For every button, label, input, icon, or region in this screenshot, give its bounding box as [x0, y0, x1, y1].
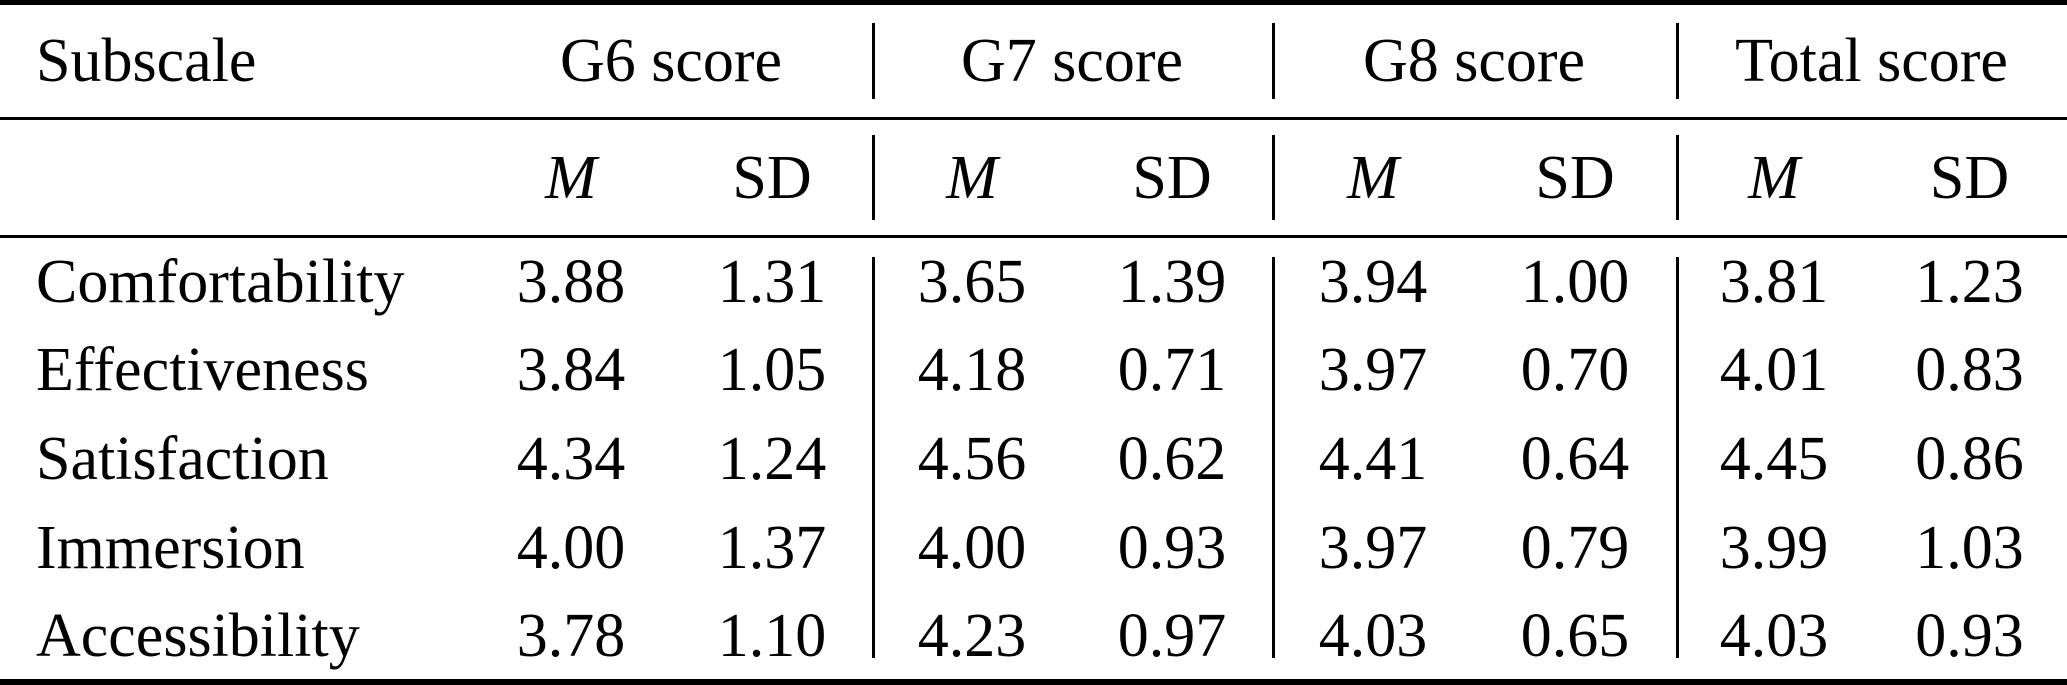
row-label: Comfortability [36, 247, 405, 316]
cell: 1.31 [717, 247, 827, 316]
cell: 0.65 [1520, 601, 1630, 670]
sd-header-g7: SD [1072, 118, 1272, 238]
row-label: Accessibility [36, 601, 360, 670]
column-group-g6-score: G6 score [470, 2, 872, 120]
cell: 3.94 [1272, 236, 1474, 326]
cell: 3.84 [516, 336, 626, 405]
sd-header-g8: SD [1474, 118, 1676, 238]
cell: 4.41 [1272, 414, 1474, 504]
cell: 4.00 [516, 514, 626, 583]
subheader-empty-cell [0, 118, 470, 238]
cell: 1.03 [1915, 514, 2024, 583]
m-header-g6: M [470, 118, 672, 238]
column-header-subscale: Subscale [0, 2, 470, 120]
cell: 4.03 [1272, 592, 1474, 682]
table-row-satisfaction: Satisfaction 4.34 1.24 4.56 0.62 4.41 0.… [0, 414, 2067, 504]
cell: 0.93 [1915, 601, 2024, 670]
cell: 0.83 [1915, 336, 2024, 405]
cell: 3.65 [872, 236, 1072, 326]
subheader-row: M SD M SD M SD M SD [0, 118, 2067, 238]
cell: 4.23 [872, 592, 1072, 682]
column-group-g8-score: G8 score [1272, 2, 1676, 120]
cell: 4.34 [516, 425, 626, 494]
cell: 3.88 [516, 247, 626, 316]
sd-header-g6: SD [672, 118, 872, 238]
cell: 4.00 [872, 503, 1072, 593]
cell: 3.78 [516, 601, 626, 670]
cell: 1.05 [717, 336, 827, 405]
cell: 0.70 [1520, 336, 1630, 405]
table-row-effectiveness: Effectiveness 3.84 1.05 4.18 0.71 3.97 0… [0, 325, 2067, 415]
cell: 4.03 [1676, 592, 1872, 682]
cell: 4.01 [1676, 325, 1872, 415]
sd-header-total: SD [1872, 118, 2067, 238]
cell: 0.62 [1117, 425, 1227, 494]
table-row-immersion: Immersion 4.00 1.37 4.00 0.93 3.97 0.79 … [0, 503, 2067, 593]
cell: 1.23 [1915, 247, 2024, 316]
table-row-accessibility: Accessibility 3.78 1.10 4.23 0.97 4.03 0… [0, 592, 2067, 682]
cell: 3.97 [1272, 325, 1474, 415]
cell: 1.37 [717, 514, 827, 583]
column-group-total-score: Total score [1676, 2, 2067, 120]
column-group-g7-score: G7 score [872, 2, 1272, 120]
cell: 1.39 [1117, 247, 1227, 316]
row-label: Immersion [36, 514, 305, 583]
cell: 0.86 [1915, 425, 2024, 494]
cell: 0.79 [1520, 514, 1630, 583]
m-header-g7: M [872, 118, 1072, 238]
cell: 3.81 [1676, 236, 1872, 326]
row-label: Satisfaction [36, 425, 329, 494]
cell: 0.71 [1117, 336, 1227, 405]
group-header-row: Subscale G6 score G7 score G8 score Tota… [0, 2, 2067, 120]
row-label: Effectiveness [36, 336, 369, 405]
cell: 3.99 [1676, 503, 1872, 593]
cell: 4.45 [1676, 414, 1872, 504]
cell: 4.56 [872, 414, 1072, 504]
cell: 3.97 [1272, 503, 1474, 593]
cell: 1.00 [1520, 247, 1630, 316]
cell: 0.93 [1117, 514, 1227, 583]
cell: 1.10 [717, 601, 827, 670]
cell: 0.97 [1117, 601, 1227, 670]
cell: 4.18 [872, 325, 1072, 415]
m-header-total: M [1676, 118, 1872, 238]
cell: 1.24 [717, 425, 827, 494]
m-header-g8: M [1272, 118, 1474, 238]
cell: 0.64 [1520, 425, 1630, 494]
table-row-comfortability: Comfortability 3.88 1.31 3.65 1.39 3.94 … [0, 236, 2067, 326]
